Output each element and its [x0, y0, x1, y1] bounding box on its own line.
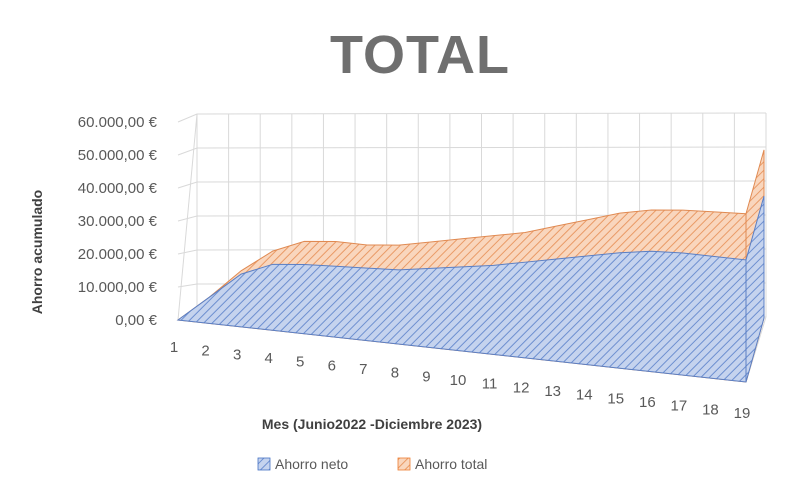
y-axis-ticks: 0,00 € 10.000,00 € 20.000,00 € 30.000,00 € 4… [78, 114, 158, 329]
x-tick-label: 18 [702, 401, 719, 418]
area-side-ahorro-neto [745, 195, 765, 383]
x-tick-label: 19 [734, 405, 751, 422]
x-tick-label: 8 [391, 365, 399, 382]
x-tick-label: 14 [576, 387, 593, 404]
x-tick-label: 3 [233, 346, 241, 363]
x-tick-label: 9 [422, 368, 430, 385]
wall-edge [177, 113, 198, 321]
x-axis-ticks: 1 2 3 4 5 6 7 8 9 10 11 12 13 14 15 16 17 18 19 [170, 339, 751, 422]
gridline-horizontal [177, 180, 767, 189]
y-tick-label: 30.000,00 € [78, 213, 158, 230]
plot-areas [176, 149, 765, 383]
x-tick-label: 5 [296, 354, 304, 371]
y-tick-label: 60.000,00 € [78, 114, 158, 131]
legend: Ahorro neto Ahorro total [257, 456, 487, 472]
gridline-horizontal [177, 146, 767, 156]
x-tick-label: 4 [264, 350, 272, 367]
x-tick-label: 7 [359, 361, 367, 378]
legend-label-ahorro-total: Ahorro total [415, 456, 487, 472]
x-tick-label: 11 [482, 376, 498, 393]
x-axis-title: Mes (Junio2022 -Diciembre 2023) [262, 416, 482, 432]
y-tick-label: 0,00 € [115, 312, 157, 329]
x-tick-label: 15 [607, 390, 624, 407]
y-tick-label: 40.000,00 € [78, 180, 158, 197]
x-tick-label: 10 [450, 372, 467, 389]
x-tick-label: 1 [170, 339, 178, 356]
legend-swatch-ahorro-total [397, 457, 411, 471]
gridline-horizontal [177, 112, 767, 123]
y-tick-label: 20.000,00 € [78, 246, 158, 263]
x-tick-label: 13 [544, 383, 561, 400]
x-tick-label: 12 [513, 379, 530, 396]
legend-label-ahorro-neto: Ahorro neto [275, 456, 348, 472]
x-tick-label: 6 [328, 357, 336, 374]
area-ahorro-neto [176, 250, 747, 383]
legend-item-ahorro-total[interactable]: Ahorro total [397, 456, 487, 472]
y-axis-title: Ahorro acumulado [29, 190, 45, 314]
x-tick-label: 17 [671, 398, 688, 415]
chart-title: TOTAL [330, 25, 510, 85]
legend-swatch-ahorro-neto [257, 457, 271, 471]
x-tick-label: 16 [639, 394, 656, 411]
y-tick-label: 50.000,00 € [78, 147, 158, 164]
legend-item-ahorro-neto[interactable]: Ahorro neto [257, 456, 348, 472]
y-tick-label: 10.000,00 € [78, 279, 158, 296]
x-tick-label: 2 [201, 343, 209, 360]
